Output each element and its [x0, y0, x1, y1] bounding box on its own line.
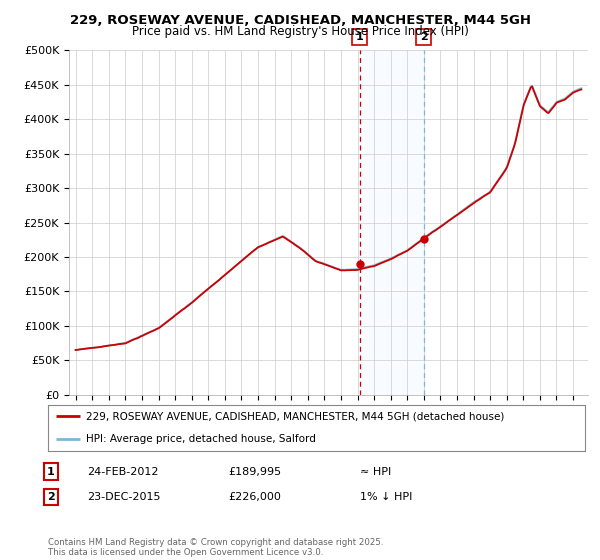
- Text: HPI: Average price, detached house, Salford: HPI: Average price, detached house, Salf…: [86, 435, 316, 444]
- Text: 1: 1: [356, 32, 364, 42]
- Text: 2: 2: [419, 32, 427, 42]
- Text: 23-DEC-2015: 23-DEC-2015: [87, 492, 161, 502]
- Text: 229, ROSEWAY AVENUE, CADISHEAD, MANCHESTER, M44 5GH (detached house): 229, ROSEWAY AVENUE, CADISHEAD, MANCHEST…: [86, 412, 504, 421]
- Text: £226,000: £226,000: [228, 492, 281, 502]
- Text: Price paid vs. HM Land Registry's House Price Index (HPI): Price paid vs. HM Land Registry's House …: [131, 25, 469, 38]
- Text: £189,995: £189,995: [228, 466, 281, 477]
- Text: Contains HM Land Registry data © Crown copyright and database right 2025.
This d: Contains HM Land Registry data © Crown c…: [48, 538, 383, 557]
- Text: 229, ROSEWAY AVENUE, CADISHEAD, MANCHESTER, M44 5GH: 229, ROSEWAY AVENUE, CADISHEAD, MANCHEST…: [70, 14, 530, 27]
- Text: 1% ↓ HPI: 1% ↓ HPI: [360, 492, 412, 502]
- Text: 24-FEB-2012: 24-FEB-2012: [87, 466, 158, 477]
- Text: 2: 2: [47, 492, 55, 502]
- Bar: [359, 50, 424, 395]
- Text: ≈ HPI: ≈ HPI: [360, 466, 391, 477]
- Text: 1: 1: [47, 466, 55, 477]
